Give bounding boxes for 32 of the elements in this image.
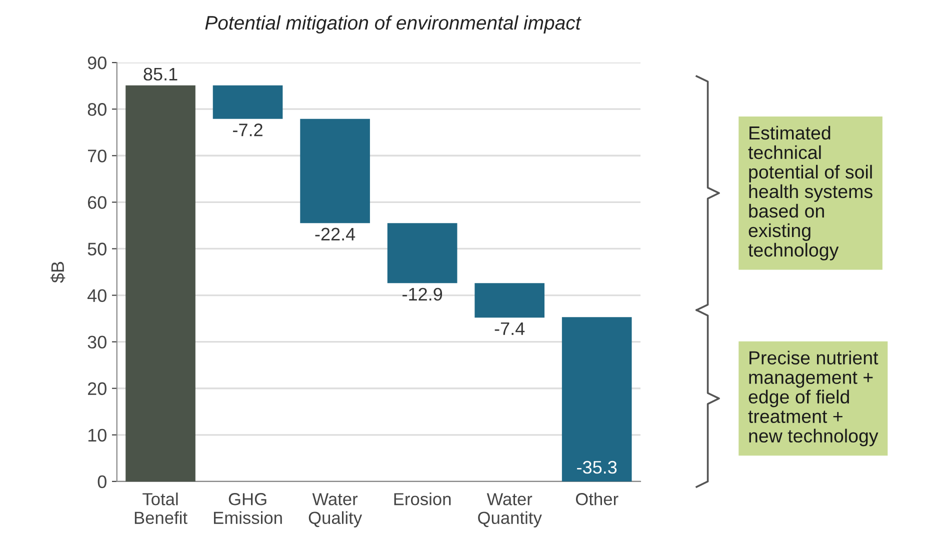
data-label: -7.4 <box>494 322 525 335</box>
x-tick-label: Total Benefit <box>134 492 188 524</box>
y-tick-label: 0 <box>98 475 106 488</box>
x-tick-label: Other <box>576 492 618 506</box>
data-label: -12.9 <box>402 288 442 301</box>
data-label: 85.1 <box>144 68 178 81</box>
bar <box>562 317 632 482</box>
x-tick-label: Water Quantity <box>478 493 542 528</box>
data-label: -22.4 <box>315 228 356 240</box>
text: Precise nutrient management + edge of field treatment + new technology <box>748 350 878 446</box>
y-tick-label: 10 <box>88 428 106 442</box>
text: Estimated technical potential of soil health systems based on existing technology <box>748 126 872 260</box>
y-tick-label: 40 <box>87 289 106 302</box>
bar <box>474 283 544 318</box>
x-tick-label: Erosion <box>394 492 451 506</box>
y-tick-label: 30 <box>88 336 106 349</box>
bar <box>212 85 283 119</box>
y-tick-label: 80 <box>88 103 106 116</box>
data-label: -7.2 <box>233 124 262 136</box>
bar <box>300 118 370 224</box>
bar <box>387 223 458 284</box>
y-tick-label: 70 <box>88 150 106 162</box>
y-tick-label: 90 <box>88 56 106 70</box>
x-tick-label: Water Quality <box>308 493 362 528</box>
y-tick-label: 60 <box>88 196 106 209</box>
y-tick-label: 20 <box>88 382 106 396</box>
bar <box>126 85 196 482</box>
x-tick-label: GHG Emission <box>214 493 282 524</box>
chart-title: Potential mitigation of environmental impact <box>205 15 582 34</box>
y-axis-title: $B <box>50 262 66 283</box>
data-label: -35.3 <box>577 460 617 474</box>
y-tick-label: 50 <box>88 242 106 256</box>
